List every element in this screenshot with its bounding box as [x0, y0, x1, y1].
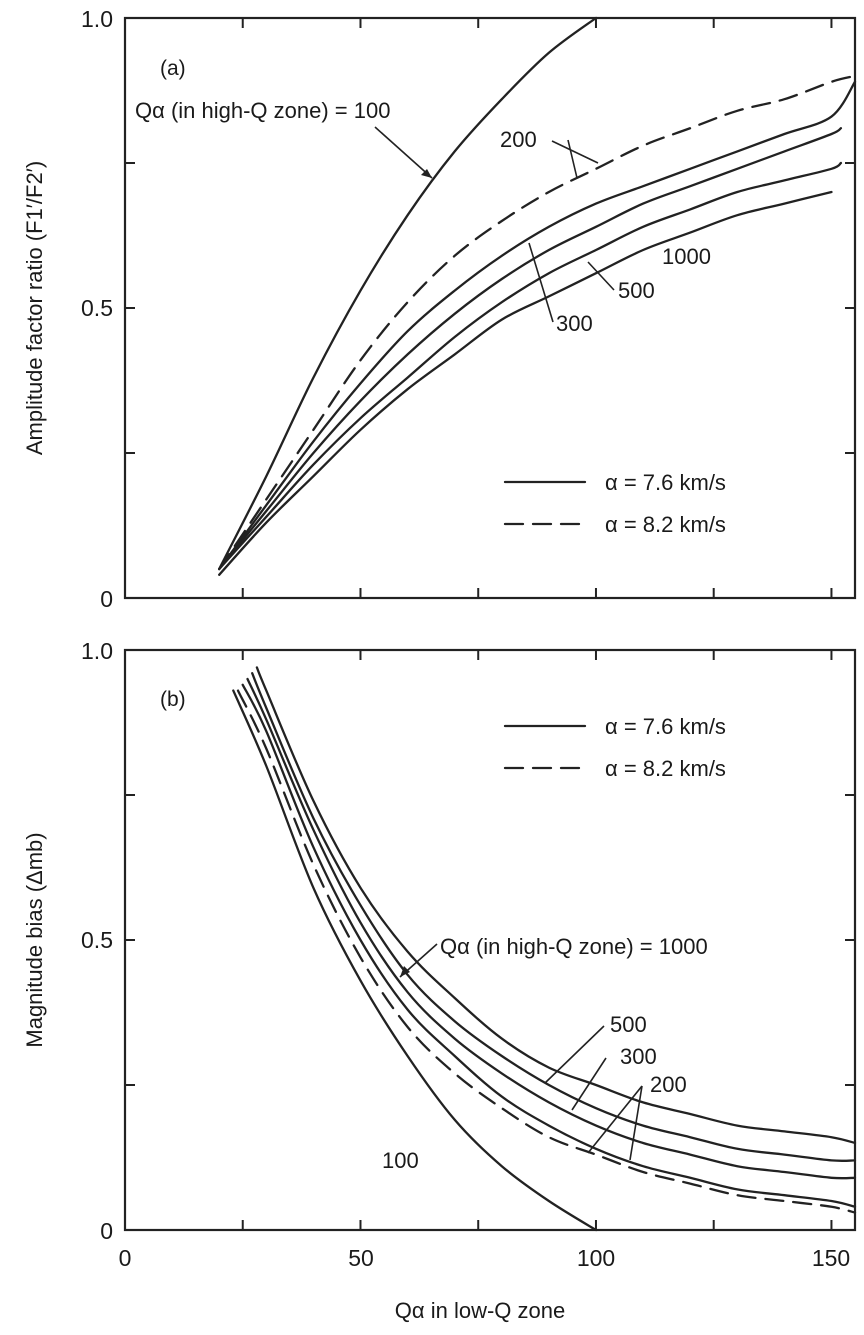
- b-arrowhead-1000: [400, 966, 410, 977]
- b-xtick-label-100: 100: [577, 1245, 615, 1271]
- panel-b-curves: [232, 666, 857, 1232]
- b-curve-q200-solid: [241, 683, 857, 1208]
- panel-a-ticks: [125, 18, 855, 598]
- a-y-axis-title: Amplitude factor ratio (F1′/F2′): [22, 161, 47, 455]
- a-curve-q1000-solid: [218, 190, 833, 576]
- b-panel-label: (b): [160, 688, 186, 711]
- a-arrow-200-solid: [567, 139, 578, 179]
- b-annotation-300: 300: [620, 1044, 657, 1069]
- b-annotation-header: Qα (in high-Q zone) = 1000: [440, 934, 708, 959]
- a-arrowhead-100: [421, 169, 432, 178]
- a-arrow-200-dashed: [551, 140, 599, 164]
- a-curve-q200-solid: [218, 80, 857, 571]
- a-annotation-500: 500: [618, 278, 655, 303]
- a-annotation-200: 200: [500, 127, 537, 152]
- a-panel-label: (a): [160, 57, 186, 80]
- a-ytick-label-0: 0: [100, 586, 113, 612]
- b-xtick-label-0: 0: [119, 1245, 132, 1271]
- panel-b-ticks: [125, 650, 855, 1230]
- a-ytick-label-0-5: 0.5: [81, 295, 113, 321]
- b-xtick-label-50: 50: [348, 1245, 374, 1271]
- b-arrow-200-dashed: [629, 1085, 643, 1161]
- b-arrow-500: [544, 1025, 605, 1084]
- a-curve-q100-solid: [218, 16, 598, 571]
- b-annotation-100: 100: [382, 1148, 419, 1173]
- a-arrow-100: [374, 126, 433, 179]
- b-legend-solid-label: α = 7.6 km/s: [605, 714, 726, 739]
- a-arrow-500: [587, 261, 615, 291]
- a-arrow-300: [528, 242, 554, 323]
- b-curve-q100-solid: [232, 689, 598, 1232]
- a-annotation-1000: 1000: [662, 244, 711, 269]
- b-ytick-label-1: 1.0: [81, 638, 113, 664]
- a-legend-dashed-label: α = 8.2 km/s: [605, 512, 726, 537]
- b-ytick-label-0: 0: [100, 1218, 113, 1244]
- b-x-axis-title: Qα in low-Q zone: [395, 1298, 565, 1323]
- b-legend-dashed-label: α = 8.2 km/s: [605, 756, 726, 781]
- a-annotation-header: Qα (in high-Q zone) = 100: [135, 98, 390, 123]
- a-legend-solid-label: α = 7.6 km/s: [605, 470, 726, 495]
- a-annotation-300: 300: [556, 311, 593, 336]
- b-ytick-label-0-5: 0.5: [81, 927, 113, 953]
- panel-a-amplitude-chart: 1.0 0.5 0 Amplitude factor ratio (F1′/F2…: [22, 6, 857, 612]
- b-arrow-200-solid: [587, 1085, 643, 1154]
- a-curve-q500-solid: [218, 161, 843, 571]
- b-annotation-500: 500: [610, 1012, 647, 1037]
- b-curve-q300-solid: [246, 677, 857, 1180]
- a-ytick-label-1: 1.0: [81, 6, 113, 32]
- b-annotation-200: 200: [650, 1072, 687, 1097]
- panel-b-magnitude-chart: 1.0 0.5 0 0 50 100 150 Magnitude bias (Δ…: [22, 638, 857, 1323]
- b-y-axis-title: Magnitude bias (Δmb): [22, 832, 47, 1047]
- b-curve-q500-solid: [251, 672, 857, 1162]
- a-curve-q200-dashed: [218, 74, 857, 571]
- b-arrow-300: [571, 1057, 607, 1111]
- b-curve-q1000-solid: [255, 666, 857, 1145]
- panel-a-curves: [218, 16, 857, 576]
- b-xtick-label-150: 150: [812, 1245, 850, 1271]
- a-curve-q300-solid: [218, 127, 843, 571]
